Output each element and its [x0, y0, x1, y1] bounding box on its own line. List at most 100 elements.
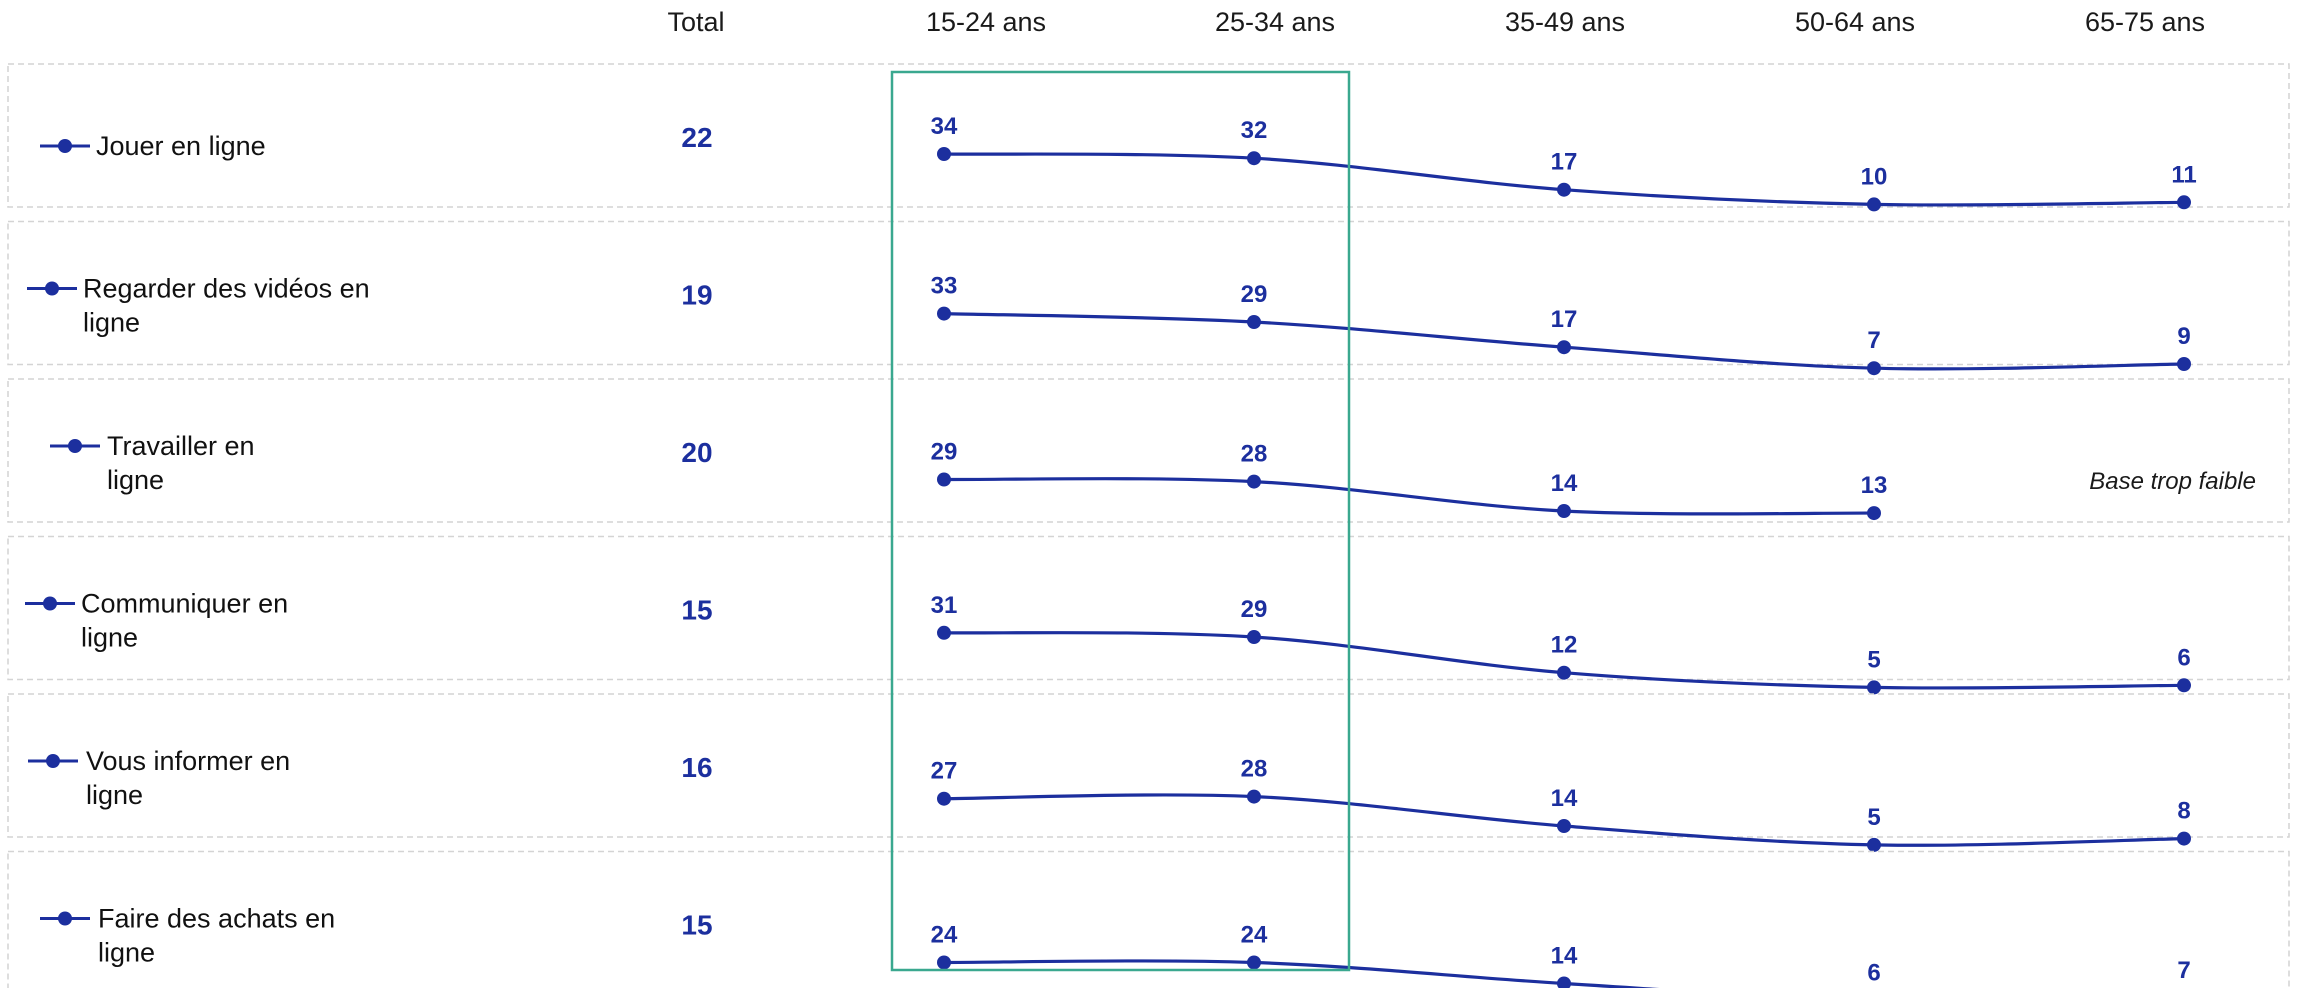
row-frame [7, 220, 2290, 366]
column-header-25-34-ans: 25-34 ans [1215, 7, 1335, 37]
data-point-35-49-ans [1557, 665, 1571, 680]
total-value: 20 [681, 437, 712, 468]
column-header-35-49-ans: 35-49 ans [1505, 7, 1625, 37]
data-point-50-64-ans [1867, 837, 1881, 852]
row-label: Regarder des vidéos en ligne [83, 274, 370, 338]
row-frame [7, 63, 2290, 208]
base-note: Base trop faible [2089, 468, 2256, 495]
data-label-25-34-ans: 24 [1241, 922, 1268, 949]
data-label-50-64-ans: 13 [1861, 472, 1888, 499]
data-label-15-24-ans: 24 [931, 922, 958, 949]
row-label-line: Communiquer en [81, 589, 288, 619]
data-label-50-64-ans: 5 [1867, 804, 1880, 831]
data-label-15-24-ans: 29 [931, 439, 958, 466]
column-headers: Total 15-24 ans 25-34 ans 35-49 ans 50-64 an… [667, 7, 2205, 37]
data-point-65-75-ans [2177, 195, 2191, 210]
data-point-15-24-ans [937, 306, 951, 321]
total-value: 19 [681, 280, 712, 311]
total-value: 15 [681, 910, 712, 941]
row-label: Communiquer en ligne [81, 589, 288, 653]
legend-marker-icon [43, 596, 57, 611]
data-point-25-34-ans [1247, 151, 1261, 166]
series-line [943, 477, 1875, 516]
data-point-15-24-ans [937, 791, 951, 806]
data-label-50-64-ans: 5 [1867, 646, 1880, 673]
legend-marker-icon [58, 911, 72, 926]
row-label-line: Regarder des vidéos en [83, 274, 370, 304]
data-label-65-75-ans: 7 [2177, 957, 2190, 984]
data-label-35-49-ans: 14 [1551, 785, 1578, 812]
row-travailler-en-ligne: Travailler en ligne 20 29 28 14 13 Base trop fa… [7, 378, 2290, 523]
data-label-25-34-ans: 29 [1241, 281, 1268, 308]
row-frame [7, 535, 2290, 681]
legend-marker-icon [45, 281, 59, 296]
row-label: Vous informer en ligne [86, 746, 290, 810]
data-label-35-49-ans: 17 [1551, 149, 1578, 176]
row-jouer-en-ligne: Jouer en ligne 22 34 32 17 10 11 [7, 63, 2290, 212]
row-label-line: ligne [107, 465, 164, 495]
data-point-50-64-ans [1867, 361, 1881, 376]
row-frame [7, 693, 2290, 838]
data-point-65-75-ans [2177, 357, 2191, 371]
data-point-50-64-ans [1867, 197, 1881, 212]
total-value: 15 [681, 595, 712, 626]
data-label-15-24-ans: 33 [931, 273, 958, 300]
data-point-25-34-ans [1247, 789, 1261, 804]
row-label-line: Travailler en [107, 431, 255, 461]
legend-marker-icon [68, 439, 82, 453]
data-point-65-75-ans [2177, 831, 2191, 846]
total-value: 16 [681, 752, 712, 783]
row-frame [7, 850, 2290, 988]
row-label: Jouer en ligne [96, 131, 266, 161]
data-label-15-24-ans: 27 [931, 758, 958, 785]
data-point-25-34-ans [1247, 630, 1261, 644]
data-label-35-49-ans: 17 [1551, 306, 1578, 333]
chart-rows: Jouer en ligne 22 34 32 17 10 11 Regarder des v… [7, 63, 2290, 988]
legend-marker-icon [58, 139, 72, 153]
total-value: 22 [681, 122, 712, 153]
data-label-65-75-ans: 6 [2177, 644, 2190, 671]
data-label-65-75-ans: 9 [2177, 323, 2190, 350]
data-point-15-24-ans [937, 147, 951, 161]
data-point-35-49-ans [1557, 976, 1571, 988]
row-vous-informer-en-ligne: Vous informer en ligne 16 27 28 14 5 8 [7, 693, 2290, 852]
data-label-25-34-ans: 32 [1241, 117, 1268, 144]
row-label-line: Vous informer en [86, 746, 290, 776]
row-frame [7, 378, 2290, 523]
data-point-35-49-ans [1557, 182, 1571, 197]
data-label-50-64-ans: 6 [1867, 959, 1880, 986]
data-point-50-64-ans [1867, 506, 1881, 521]
data-point-35-49-ans [1557, 819, 1571, 833]
data-label-15-24-ans: 31 [931, 592, 958, 619]
data-point-35-49-ans [1557, 504, 1571, 518]
data-label-15-24-ans: 34 [931, 113, 958, 140]
data-point-65-75-ans [2177, 678, 2191, 693]
data-point-15-24-ans [937, 625, 951, 640]
row-communiquer-en-ligne: Communiquer en ligne 15 31 29 12 5 6 [7, 535, 2290, 695]
data-point-35-49-ans [1557, 340, 1571, 355]
row-label-line: ligne [86, 780, 143, 810]
data-label-25-34-ans: 28 [1241, 756, 1268, 783]
data-label-35-49-ans: 12 [1551, 632, 1578, 659]
row-faire-des-achats-en-ligne: Faire des achats en ligne 15 24 24 14 6 7 [7, 850, 2290, 988]
data-point-25-34-ans [1247, 315, 1261, 329]
data-point-15-24-ans [937, 472, 951, 487]
row-label: Travailler en ligne [107, 431, 255, 495]
row-regarder-des-videos-en-ligne: Regarder des vidéos en ligne 19 33 29 17 7 9 [7, 220, 2290, 376]
data-point-25-34-ans [1247, 474, 1261, 489]
data-label-35-49-ans: 14 [1551, 943, 1578, 970]
data-point-15-24-ans [937, 955, 951, 970]
data-label-65-75-ans: 8 [2177, 798, 2190, 825]
row-label-line: Faire des achats en [98, 904, 335, 934]
legend-marker-icon [46, 754, 60, 768]
data-label-25-34-ans: 28 [1241, 441, 1268, 468]
column-header-65-75-ans: 65-75 ans [2085, 7, 2205, 37]
data-label-65-75-ans: 11 [2171, 161, 2196, 188]
data-label-35-49-ans: 14 [1551, 470, 1578, 497]
row-label-line: Jouer en ligne [96, 131, 266, 161]
highlight-frame-young-ages [890, 70, 1351, 972]
data-point-25-34-ans [1247, 955, 1261, 970]
column-header-total: Total [667, 7, 724, 37]
data-label-50-64-ans: 10 [1861, 163, 1888, 190]
